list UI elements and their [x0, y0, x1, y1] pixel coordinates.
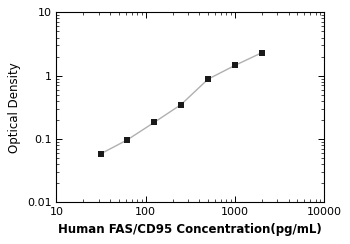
- Y-axis label: Optical Density: Optical Density: [8, 62, 21, 153]
- X-axis label: Human FAS/CD95 Concentration(pg/mL): Human FAS/CD95 Concentration(pg/mL): [58, 223, 322, 236]
